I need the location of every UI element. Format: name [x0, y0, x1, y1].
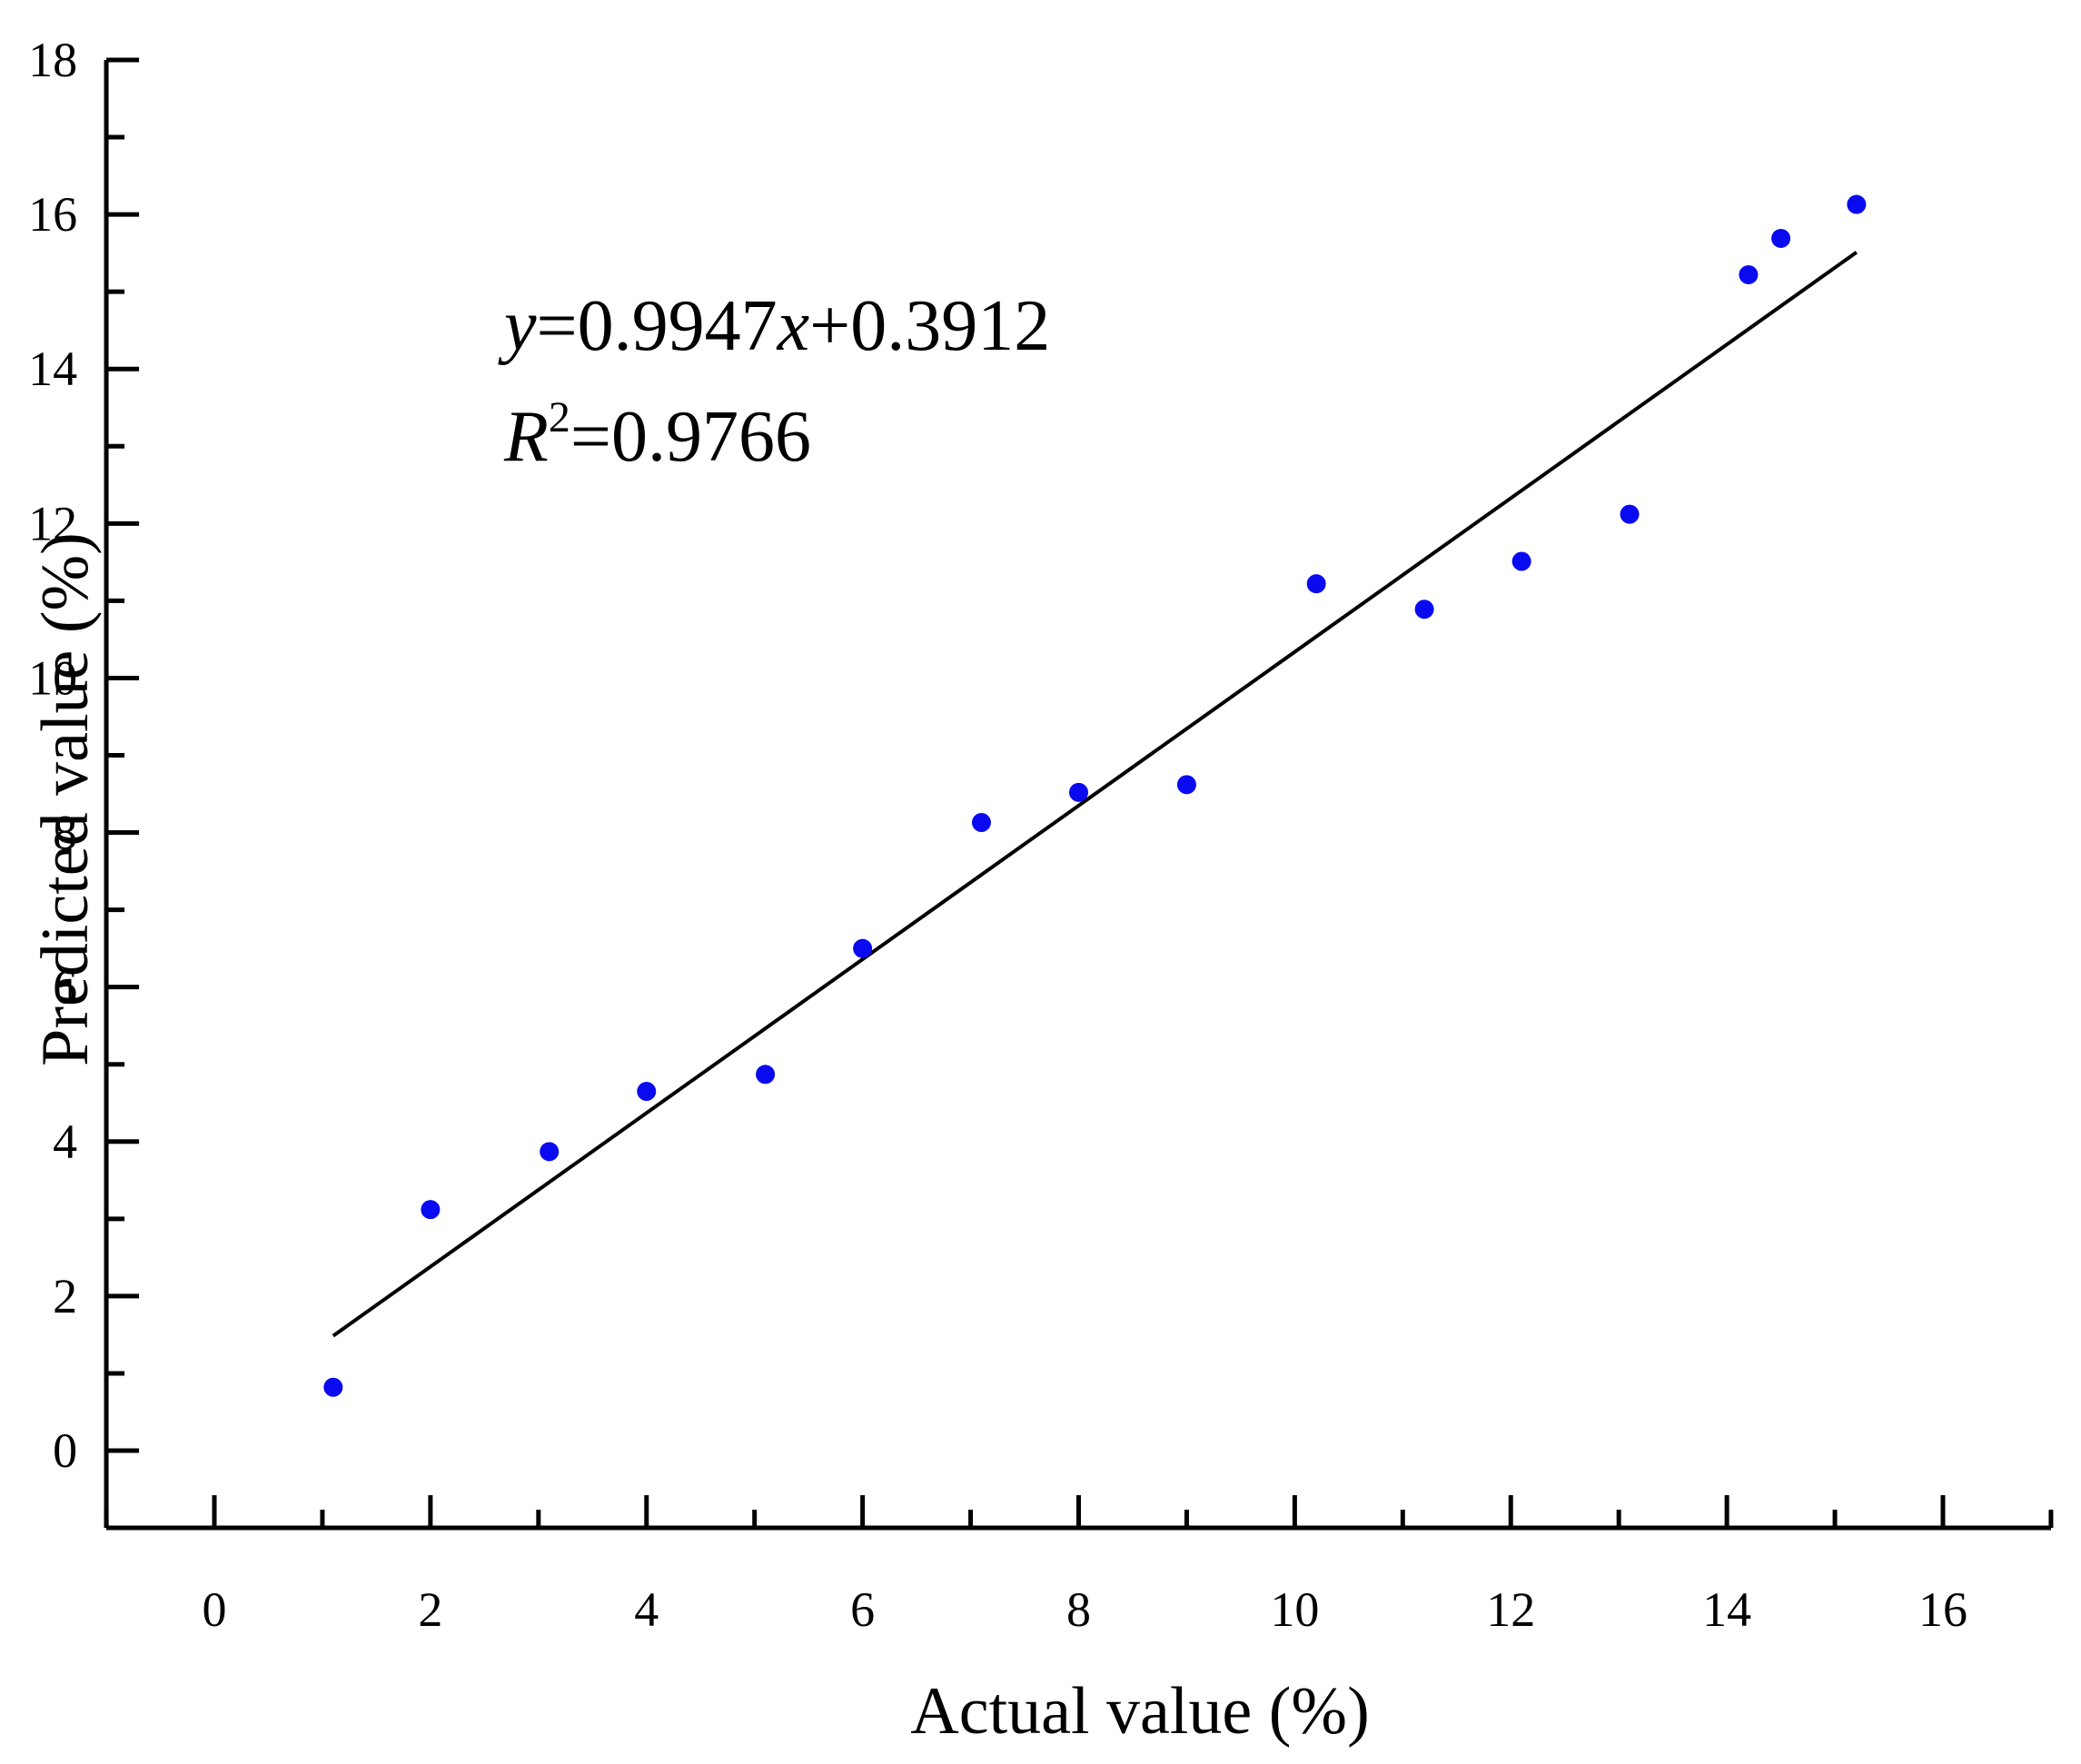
x-tick-label: 10 — [1270, 1582, 1319, 1637]
x-tick-label: 16 — [1918, 1582, 1967, 1637]
y-tick-label: 12 — [28, 496, 77, 550]
equation-y-variable: y — [498, 286, 537, 366]
data-point — [853, 938, 873, 958]
y-tick-label: 2 — [53, 1269, 77, 1323]
y-axis-title: Predicted value (%) — [28, 532, 103, 1066]
r-squared-value: =0.9766 — [570, 397, 811, 477]
y-tick-label: 14 — [28, 342, 77, 396]
r-squared-superscript: 2 — [549, 393, 570, 441]
data-point — [1847, 194, 1867, 214]
regression-fit-line — [332, 251, 1858, 1338]
data-point — [323, 1377, 343, 1397]
y-tick-label: 0 — [53, 1423, 77, 1478]
y-tick-label: 10 — [28, 650, 77, 705]
data-point — [756, 1065, 776, 1085]
data-point — [540, 1142, 560, 1162]
r-squared-variable: R — [503, 397, 549, 477]
r-squared: R2=0.9766 — [503, 393, 811, 477]
y-tick-label: 16 — [28, 187, 77, 242]
data-point — [1511, 551, 1531, 571]
y-tick-label: 18 — [28, 33, 77, 87]
regression-equation: y=0.9947x+0.3912 — [498, 286, 1050, 366]
data-point — [1069, 782, 1088, 802]
data-point — [1414, 600, 1434, 619]
x-tick-label: 4 — [634, 1582, 659, 1637]
x-axis-title: Actual value (%) — [910, 1674, 1369, 1749]
data-point — [637, 1081, 657, 1101]
fit-line-group — [332, 251, 1858, 1338]
data-point — [1739, 264, 1759, 284]
x-tick-label: 0 — [203, 1582, 227, 1637]
data-point — [1771, 228, 1791, 248]
data-point — [1176, 775, 1196, 795]
equation-intercept: +0.3912 — [809, 286, 1050, 366]
x-tick-label: 14 — [1702, 1582, 1751, 1637]
x-tick-label: 12 — [1486, 1582, 1535, 1637]
y-tick-label: 8 — [53, 806, 77, 860]
x-tick-label: 2 — [418, 1582, 442, 1637]
x-tick-label: 8 — [1066, 1582, 1091, 1637]
y-tick-label: 4 — [53, 1115, 77, 1169]
equation-slope: =0.9947 — [537, 286, 778, 366]
y-tick-label: 6 — [53, 960, 77, 1015]
equation-x-variable: x — [777, 286, 810, 366]
data-point — [1620, 504, 1640, 524]
x-tick-label: 6 — [850, 1582, 875, 1637]
y-axis: 0 2 4 6 8 10 12 14 16 18 — [28, 33, 140, 1531]
data-point — [971, 812, 991, 832]
data-point — [421, 1200, 441, 1220]
data-point — [1306, 574, 1326, 594]
x-axis: 0 2 4 6 8 10 12 14 16 — [104, 1495, 2054, 1637]
data-points — [323, 194, 1867, 1397]
